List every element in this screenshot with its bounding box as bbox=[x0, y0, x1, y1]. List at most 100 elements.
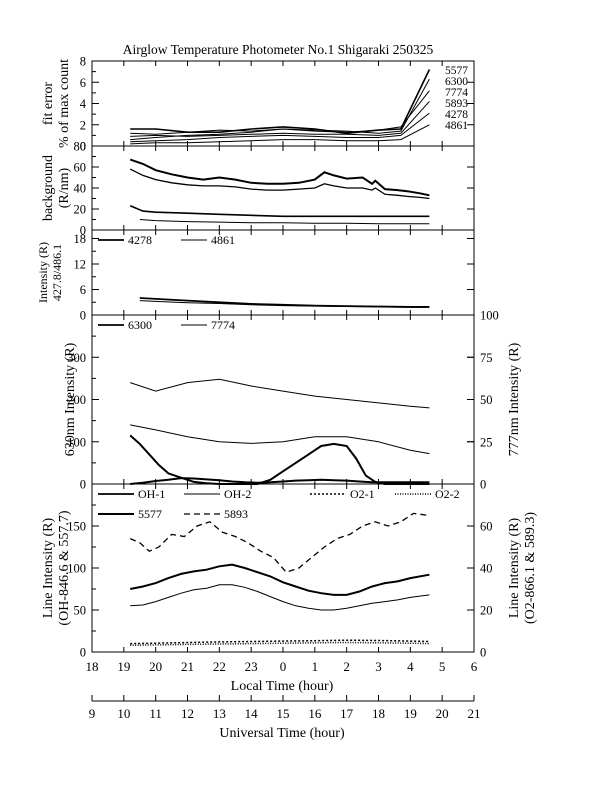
y-right-tick-label-oh-o2-3: 60 bbox=[480, 520, 493, 534]
fit-error-end-label-5577: 5577 bbox=[445, 65, 468, 77]
chart-ticks bbox=[91, 60, 475, 702]
y-tick-label-630-777-2: 200 bbox=[67, 393, 86, 407]
chart-series bbox=[129, 69, 431, 647]
series-line-fit-error-4861 bbox=[130, 124, 430, 145]
y-right-tick-label-630-777-2: 50 bbox=[480, 393, 493, 407]
y-axis-label-right-oh-o2-0: Line Intensity (R) bbox=[507, 518, 522, 619]
x-tick-label-ut-0: 9 bbox=[89, 706, 96, 721]
x-tick-label-ut-7: 16 bbox=[308, 706, 322, 721]
y-tick-label-background-0: 0 bbox=[80, 224, 86, 238]
y-tick-label-630-777-1: 100 bbox=[67, 435, 86, 449]
series-line-background-1 bbox=[129, 158, 430, 197]
series-line-630-777-1 bbox=[129, 434, 430, 485]
x-tick-label-ut-11: 20 bbox=[436, 706, 449, 721]
x-tick-label-ut-6: 15 bbox=[277, 706, 290, 721]
series-line-background-4 bbox=[139, 219, 430, 225]
series-line-background-3 bbox=[129, 205, 430, 218]
y-right-tick-label-630-777-3: 75 bbox=[480, 351, 493, 365]
series-line-blue-intensity-2 bbox=[139, 300, 430, 308]
x-tick-label-local-11: 5 bbox=[439, 659, 446, 674]
y-axis-label-oh-o2-0: Line Intensity (R) bbox=[41, 518, 56, 619]
y-tick-label-background-2: 40 bbox=[74, 182, 87, 196]
y-tick-label-blue-intensity-0: 0 bbox=[80, 309, 86, 323]
series-line-630-777-4 bbox=[130, 424, 430, 455]
x-tick-label-local-10: 4 bbox=[407, 659, 414, 674]
legend-label-630-777-1: 7774 bbox=[211, 318, 235, 332]
x-tick-label-local-0: 18 bbox=[86, 659, 99, 674]
x-tick-label-local-1: 19 bbox=[117, 659, 130, 674]
x-tick-label-local-9: 3 bbox=[375, 659, 382, 674]
y-tick-label-oh-o2-0: 0 bbox=[80, 646, 86, 660]
x-tick-label-ut-5: 14 bbox=[245, 706, 259, 721]
chart-title: Airglow Temperature Photometer No.1 Shig… bbox=[123, 42, 434, 57]
series-line-oh-o2-o2-1 bbox=[130, 639, 430, 645]
y-axis-label-oh-o2-1: (OH-846.6 & 557.7) bbox=[57, 510, 72, 625]
x-tick-label-local-12: 6 bbox=[471, 659, 478, 674]
y-tick-label-fit-error-1: 2 bbox=[80, 118, 86, 132]
legend-label-oh-o2-2: O2-1 bbox=[350, 487, 375, 501]
y-tick-label-oh-o2-2: 100 bbox=[67, 562, 86, 576]
legend-label-oh-o2-1: OH-2 bbox=[224, 487, 251, 501]
y-right-tick-label-oh-o2-1: 20 bbox=[480, 604, 493, 618]
y-axis-label-blue-intensity-0: Intensity (R) bbox=[36, 242, 50, 303]
fit-error-end-label-5893: 5893 bbox=[445, 98, 468, 110]
y-tick-label-background-1: 20 bbox=[74, 203, 87, 217]
panel-frame-630-777 bbox=[91, 314, 475, 485]
y-tick-label-background-3: 60 bbox=[74, 161, 87, 175]
y-right-tick-label-630-777-0: 0 bbox=[480, 478, 486, 492]
legend-label-blue-intensity-0: 4278 bbox=[128, 233, 152, 247]
panel-frame-background bbox=[91, 145, 475, 231]
y-axis-label-fit-error-1: % of max count bbox=[57, 59, 72, 148]
series-line-background-2 bbox=[129, 168, 430, 200]
x-tick-label-local-8: 2 bbox=[343, 659, 350, 674]
series-line-630-777-2 bbox=[130, 477, 430, 485]
x-tick-label-ut-9: 18 bbox=[372, 706, 385, 721]
y-right-tick-label-oh-o2-0: 0 bbox=[480, 646, 486, 660]
y-tick-label-blue-intensity-3: 18 bbox=[74, 232, 87, 246]
series-line-oh-o2-o2-2 bbox=[130, 641, 430, 647]
y-tick-label-fit-error-3: 6 bbox=[80, 76, 86, 90]
legend-label-oh-o2-4: 5577 bbox=[138, 507, 162, 521]
y-right-tick-label-630-777-4: 100 bbox=[480, 309, 499, 323]
series-line-fit-error-6300 bbox=[130, 78, 430, 135]
y-tick-label-fit-error-2: 4 bbox=[80, 97, 87, 111]
series-line-oh-o2-oh-2 bbox=[130, 584, 430, 611]
legend-label-630-777-0: 6300 bbox=[128, 318, 152, 332]
x-axis-label-local: Local Time (hour) bbox=[231, 679, 334, 694]
x-tick-label-local-6: 0 bbox=[280, 659, 287, 674]
x-tick-label-local-2: 20 bbox=[149, 659, 162, 674]
series-line-oh-o2-5893 bbox=[129, 512, 430, 573]
y-axis-label-background-0: background bbox=[41, 155, 56, 221]
y-tick-label-oh-o2-3: 150 bbox=[67, 520, 86, 534]
y-tick-label-blue-intensity-2: 12 bbox=[74, 258, 87, 272]
fit-error-end-label-4861: 4861 bbox=[445, 120, 468, 132]
legend-label-blue-intensity-1: 4861 bbox=[211, 233, 235, 247]
y-axis-label-fit-error-0: fit error bbox=[41, 82, 56, 125]
legend-label-oh-o2-5: 5893 bbox=[224, 507, 248, 521]
x-tick-label-ut-2: 11 bbox=[149, 706, 162, 721]
x-axis-label-ut: Universal Time (hour) bbox=[219, 726, 345, 741]
fit-error-end-label-7774: 7774 bbox=[445, 87, 468, 99]
y-axis-label-background-1: (R/nm) bbox=[57, 167, 72, 208]
x-tick-label-ut-4: 13 bbox=[213, 706, 226, 721]
x-tick-label-local-3: 21 bbox=[181, 659, 194, 674]
series-line-fit-error-5893 bbox=[130, 101, 430, 137]
y-tick-label-blue-intensity-1: 6 bbox=[80, 283, 86, 297]
y-tick-label-630-777-3: 300 bbox=[67, 351, 86, 365]
x-tick-label-ut-3: 12 bbox=[181, 706, 194, 721]
y-right-tick-label-oh-o2-2: 40 bbox=[480, 562, 493, 576]
y-tick-label-630-777-0: 0 bbox=[80, 478, 86, 492]
x-tick-label-ut-1: 10 bbox=[117, 706, 130, 721]
fit-error-end-label-6300: 6300 bbox=[445, 76, 468, 88]
y-tick-label-oh-o2-1: 50 bbox=[74, 604, 87, 618]
x-tick-label-local-7: 1 bbox=[312, 659, 319, 674]
series-line-oh-o2-oh-1 bbox=[130, 563, 430, 596]
y-tick-label-fit-error-0: 0 bbox=[80, 140, 86, 154]
y-axis-label-630-777: 630nm Intensity (R) bbox=[63, 342, 78, 456]
fit-error-end-label-4278: 4278 bbox=[445, 109, 468, 121]
y-right-tick-label-630-777-1: 25 bbox=[480, 435, 493, 449]
legend-label-oh-o2-0: OH-1 bbox=[138, 487, 165, 501]
series-line-fit-error-4278 bbox=[130, 112, 430, 143]
